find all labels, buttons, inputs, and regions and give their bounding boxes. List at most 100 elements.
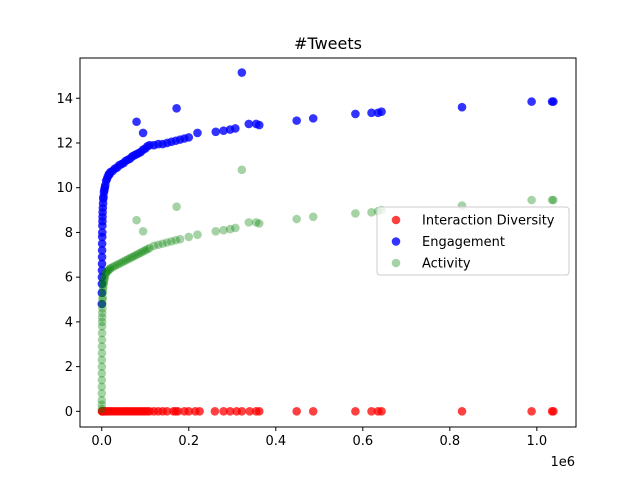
point-series-2-58 xyxy=(175,234,185,244)
point-series-1-65 xyxy=(244,119,254,129)
point-series-2-12 xyxy=(97,328,107,338)
point-series-2-47 xyxy=(136,248,146,257)
x-tick-label-3: 0.6 xyxy=(352,434,373,449)
point-series-2-48 xyxy=(138,247,148,256)
points-layer xyxy=(97,68,558,416)
point-series-2-8 xyxy=(97,355,107,365)
y-tick-label-7: 14 xyxy=(56,92,73,107)
point-series-0-43 xyxy=(245,407,254,416)
point-series-0-38 xyxy=(210,407,220,416)
point-series-2-49 xyxy=(140,246,150,255)
point-series-0-33 xyxy=(173,407,183,416)
legend-label-2: Activity xyxy=(422,257,471,272)
point-series-2-29 xyxy=(101,268,111,277)
point-series-2-27 xyxy=(100,272,110,282)
point-series-2-34 xyxy=(108,262,117,272)
point-series-2-1 xyxy=(97,400,107,409)
point-series-2-62 xyxy=(138,227,148,236)
point-series-2-66 xyxy=(225,224,235,234)
legend-marker-0 xyxy=(391,215,401,225)
point-series-2-69 xyxy=(244,218,254,227)
point-series-0-45 xyxy=(254,407,264,416)
point-series-2-0 xyxy=(97,404,107,414)
x-scale-label: 1e6 xyxy=(550,455,575,470)
x-tick-label-0: 0.0 xyxy=(91,434,112,449)
point-series-2-59 xyxy=(184,232,194,242)
point-series-0-49 xyxy=(367,407,376,416)
point-series-2-3 xyxy=(97,389,107,398)
point-series-2-35 xyxy=(110,261,120,271)
point-series-2-70 xyxy=(251,218,261,227)
axes-layer: 0.0 0.2 0.4 0.6 0.8 1.0 0 2 4 6 8 10 12 14 xyxy=(56,92,547,449)
point-series-0-37 xyxy=(195,407,204,416)
point-series-2-16 xyxy=(97,308,107,318)
legend-label-1: Engagement xyxy=(422,235,505,250)
point-series-1-60 xyxy=(211,127,221,137)
y-tick-label-3: 6 xyxy=(65,271,73,286)
point-series-2-61 xyxy=(132,215,141,225)
point-series-2-55 xyxy=(162,238,172,247)
point-series-2-52 xyxy=(149,241,159,251)
point-series-1-4 xyxy=(97,266,107,275)
legend-items: Interaction Diversity Engagement Activity xyxy=(391,214,555,272)
point-series-1-10 xyxy=(97,228,107,237)
y-tick-label-4: 8 xyxy=(65,226,73,241)
y-tick-label-1: 2 xyxy=(65,360,73,375)
point-series-2-71 xyxy=(254,219,264,228)
point-series-2-26 xyxy=(100,275,109,284)
point-series-2-21 xyxy=(98,288,108,298)
point-series-2-72 xyxy=(292,214,301,224)
point-series-2-9 xyxy=(97,348,107,358)
point-series-2-18 xyxy=(98,299,107,309)
point-series-2-65 xyxy=(219,225,228,235)
point-series-2-24 xyxy=(99,279,108,289)
point-series-2-28 xyxy=(100,270,110,280)
point-series-1-56 xyxy=(193,128,202,138)
point-series-2-19 xyxy=(98,295,107,304)
point-series-1-8 xyxy=(97,239,107,248)
point-series-0-52 xyxy=(457,407,467,416)
point-series-2-11 xyxy=(97,335,107,345)
point-series-1-5 xyxy=(97,259,107,269)
point-series-2-32 xyxy=(105,265,114,274)
point-series-1-70 xyxy=(351,109,360,119)
point-series-2-56 xyxy=(167,237,176,246)
point-series-1-69 xyxy=(308,114,318,123)
point-series-2-57 xyxy=(171,235,181,245)
point-series-2-5 xyxy=(97,375,107,385)
point-series-2-4 xyxy=(97,382,107,392)
point-series-2-13 xyxy=(97,322,107,331)
y-tick-label-2: 4 xyxy=(65,315,73,330)
point-series-2-38 xyxy=(117,258,126,267)
legend-marker-2 xyxy=(391,258,401,268)
point-series-2-30 xyxy=(102,267,112,276)
x-tick-label-2: 0.4 xyxy=(265,434,286,449)
legend: Interaction Diversity Engagement Activity xyxy=(376,206,570,276)
point-series-2-81 xyxy=(549,195,558,205)
point-series-2-74 xyxy=(351,209,360,218)
point-series-2-63 xyxy=(172,202,181,212)
point-series-1-75 xyxy=(527,97,536,106)
x-tick-label-5: 1.0 xyxy=(526,434,547,449)
y-tick-label-5: 10 xyxy=(56,181,73,196)
point-series-1-71 xyxy=(367,108,376,118)
point-series-2-41 xyxy=(123,254,133,264)
point-series-2-14 xyxy=(97,317,107,327)
point-series-0-42 xyxy=(237,407,247,416)
point-series-2-22 xyxy=(98,285,108,294)
point-series-2-80 xyxy=(547,195,557,205)
point-series-2-42 xyxy=(125,253,135,263)
point-series-2-23 xyxy=(98,281,108,291)
point-series-0-30 xyxy=(162,407,172,416)
point-series-1-0 xyxy=(97,299,107,309)
x-tick-label-4: 0.8 xyxy=(439,434,460,449)
point-series-2-45 xyxy=(132,250,141,260)
point-series-0-48 xyxy=(351,407,360,416)
point-series-2-15 xyxy=(97,313,107,322)
point-series-1-68 xyxy=(292,116,301,125)
point-series-1-73 xyxy=(377,107,386,116)
chart-title: #Tweets xyxy=(294,34,362,53)
point-series-2-67 xyxy=(231,223,240,233)
point-series-2-60 xyxy=(193,230,202,239)
point-series-1-74 xyxy=(457,102,467,112)
